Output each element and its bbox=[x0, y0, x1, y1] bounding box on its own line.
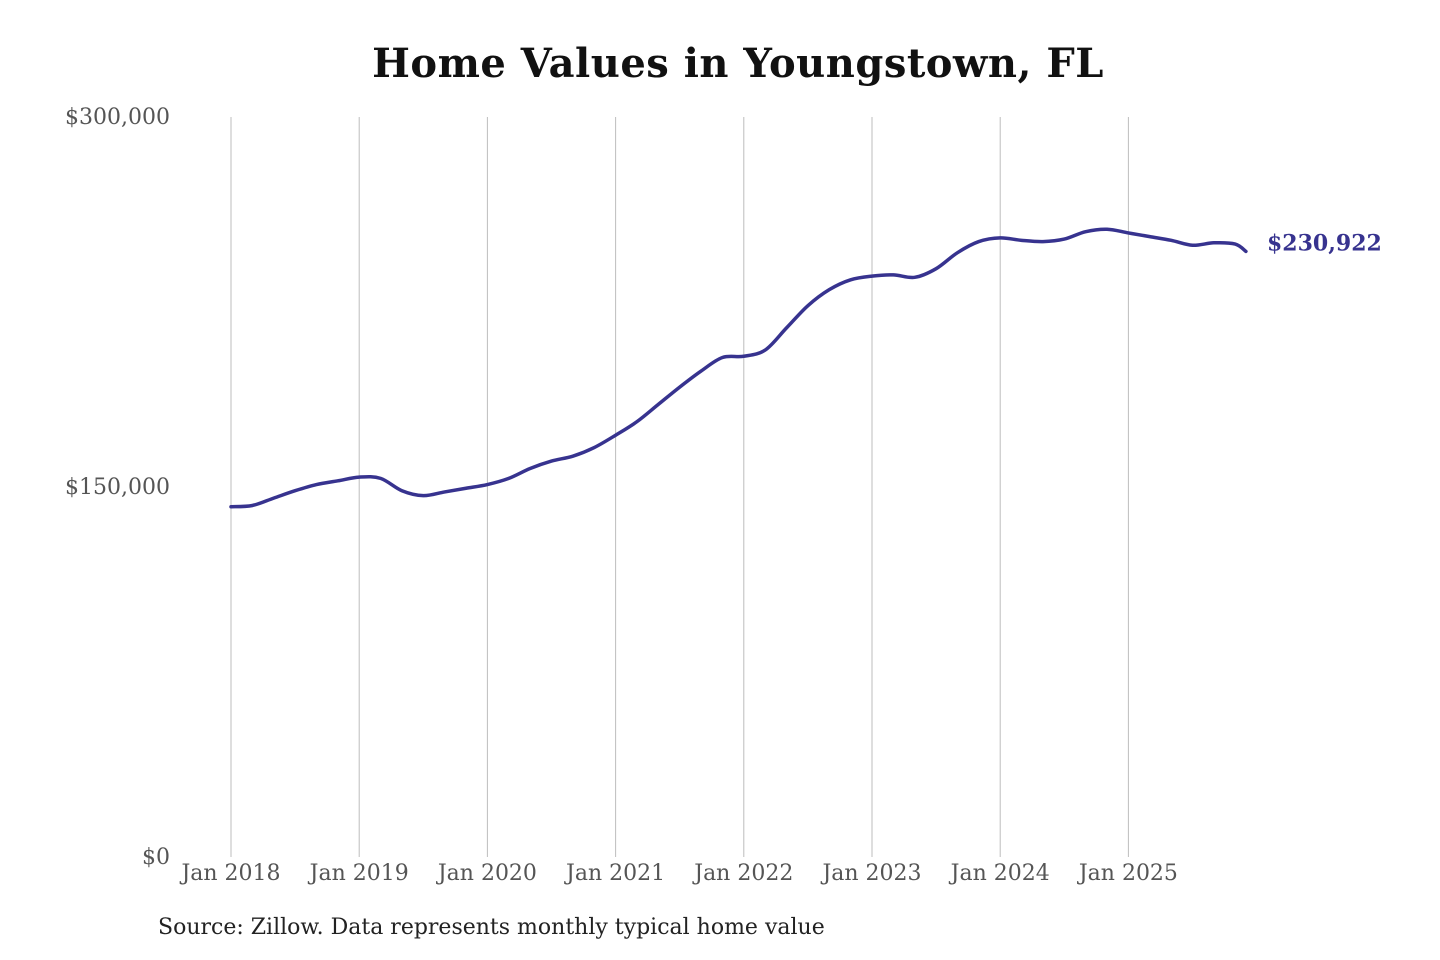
end-value-label: $230,922 bbox=[1267, 230, 1382, 256]
y-axis-ticks: $0 $150,000 $300,000 bbox=[65, 105, 170, 870]
series-layer bbox=[229, 227, 1248, 509]
x-tick-label: Jan 2023 bbox=[820, 861, 921, 886]
source-footnote: Source: Zillow. Data represents monthly … bbox=[158, 915, 825, 940]
y-tick-label: $150,000 bbox=[65, 475, 170, 500]
x-tick-label: Jan 2018 bbox=[179, 861, 280, 886]
x-tick-label: Jan 2021 bbox=[564, 861, 665, 886]
x-tick-label: Jan 2020 bbox=[436, 861, 537, 886]
x-tick-label: Jan 2019 bbox=[308, 861, 409, 886]
y-tick-label: $0 bbox=[142, 845, 170, 870]
x-tick-label: Jan 2024 bbox=[949, 861, 1050, 886]
x-tick-label: Jan 2025 bbox=[1077, 861, 1178, 886]
end-value-label-group: $230,922 bbox=[1267, 230, 1382, 256]
home-value-line bbox=[229, 227, 1248, 509]
chart-title: Home Values in Youngstown, FL bbox=[372, 40, 1104, 87]
x-tick-label: Jan 2022 bbox=[692, 861, 793, 886]
x-axis-ticks: Jan 2018 Jan 2019 Jan 2020 Jan 2021 Jan 2022… bbox=[179, 861, 1177, 886]
y-tick-label: $300,000 bbox=[65, 105, 170, 130]
grid-lines bbox=[230, 117, 1129, 857]
